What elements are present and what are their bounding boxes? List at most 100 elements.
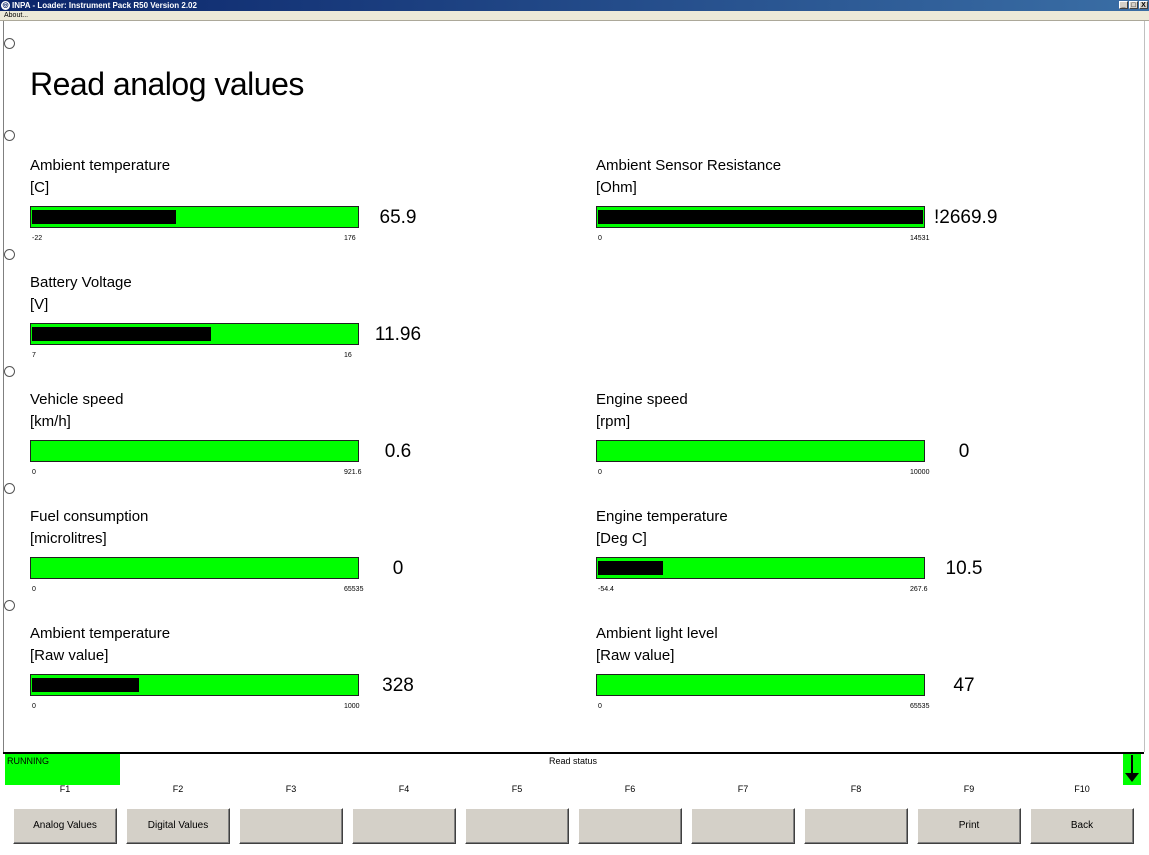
gauge: Vehicle speed [km/h] 0.6 0 921.6 [30,391,430,501]
gauge-bar [596,206,925,228]
gauge-min-label: 0 [32,469,36,476]
radio-option[interactable] [4,38,15,49]
gauge-label: Fuel consumption [30,508,149,525]
gauge-value: !2669.9 [934,207,998,228]
gauge-label: Ambient temperature [30,157,171,174]
gauge-fill [598,561,663,575]
fkey-label-f5: F5 [511,784,523,794]
gauge: Engine temperature [Deg C] 10.5 -54.4 267.6 [596,508,996,618]
fkey-button-f10[interactable]: Back [1030,808,1134,844]
gauge-max-label: 267.6 [910,586,928,593]
fkey-button-f3[interactable] [239,808,343,844]
window-controls: _ □ X [1119,1,1148,9]
gauge-min-label: 7 [32,352,36,359]
gauge-max-label: 921.6 [344,469,362,476]
radio-option[interactable] [4,600,15,611]
radio-option[interactable] [4,249,15,260]
gauge-unit: [km/h] [30,413,71,430]
gauge-min-label: -54.4 [598,586,614,593]
gauge-unit: [Raw value] [30,647,109,664]
main-panel [3,21,1145,752]
gauge-value: 65.9 [379,207,417,228]
fkey-button-f4[interactable] [352,808,456,844]
gauge-min-label: 0 [32,586,36,593]
gauge-value: 328 [382,675,414,696]
fkey-button-f7[interactable] [691,808,795,844]
gauge-unit: [Ohm] [596,179,637,196]
gauge: Ambient temperature [Raw value] 328 0 1000 [30,625,430,735]
gauge-unit: [rpm] [596,413,631,430]
gauge: Battery Voltage [V] 11.96 7 16 [30,274,430,384]
gauge-value: 0 [392,558,404,579]
gauge: Ambient Sensor Resistance [Ohm] !2669.9 0 14… [596,157,998,267]
gauge-bar [30,674,359,696]
gauge-bar [30,557,359,579]
gauge-value: 0 [958,441,970,462]
fkey-button-f8[interactable] [804,808,908,844]
minimize-button[interactable]: _ [1119,1,1128,9]
gauge-unit: [C] [30,179,50,196]
gauge-max-label: 16 [344,352,352,359]
gauge: Fuel consumption [microlitres] 0 0 65535 [30,508,430,618]
gauge-min-label: -22 [32,235,43,242]
gauge-unit: [V] [30,296,49,313]
fkey-button-f9[interactable]: Print [917,808,1021,844]
down-arrow-icon[interactable] [1123,754,1141,785]
gauge-fill [32,327,211,341]
fkey-button-f1[interactable]: Analog Values [13,808,117,844]
gauge-value: 47 [953,675,975,696]
gauge-max-label: 10000 [910,469,930,476]
gauge-label: Engine speed [596,391,688,408]
gauge-bar [596,440,925,462]
fkey-label-f2: F2 [172,784,184,794]
gauge-bar [596,674,925,696]
app-icon: ◎ [1,1,10,10]
gauge: Engine speed [rpm] 0 0 10000 [596,391,996,501]
gauge: Ambient temperature [C] 65.9 -22 176 [30,157,430,267]
fkey-label-f1: F1 [59,784,71,794]
fkey-label-f10: F10 [1074,784,1090,794]
gauge-unit: [microlitres] [30,530,107,547]
page-title: Read analog values [30,66,304,102]
fkey-label-f3: F3 [285,784,297,794]
gauge-label: Battery Voltage [30,274,132,291]
gauge-unit: [Deg C] [596,530,647,547]
radio-option[interactable] [4,483,15,494]
gauge-min-label: 0 [598,469,602,476]
gauge-bar [30,323,359,345]
menu-about[interactable]: About... [4,12,29,19]
status-running: RUNNING [5,754,120,785]
gauge-fill [32,678,139,692]
gauge-label: Engine temperature [596,508,728,525]
gauge-max-label: 65535 [910,703,930,710]
gauge-label: Ambient light level [596,625,718,642]
fkey-label-f8: F8 [850,784,862,794]
gauge-max-label: 176 [344,235,356,242]
fkey-label-f9: F9 [963,784,975,794]
radio-option[interactable] [4,366,15,377]
gauge-label: Vehicle speed [30,391,124,408]
gauge-min-label: 0 [598,235,602,242]
gauge-min-label: 0 [32,703,36,710]
gauge-value: 0.6 [384,441,412,462]
gauge: Ambient light level [Raw value] 47 0 65535 [596,625,996,735]
fkey-label-f6: F6 [624,784,636,794]
gauge-fill [598,210,923,224]
gauge-value: 10.5 [945,558,983,579]
gauge-fill [32,210,176,224]
radio-option[interactable] [4,130,15,141]
close-button[interactable]: X [1139,1,1148,9]
fkey-button-f2[interactable]: Digital Values [126,808,230,844]
window-title: INPA - Loader: Instrument Pack R50 Versi… [12,1,197,10]
title-bar: ◎ INPA - Loader: Instrument Pack R50 Ver… [0,0,1149,11]
gauge-value: 11.96 [374,324,422,345]
gauge-max-label: 1000 [344,703,360,710]
gauge-max-label: 14531 [910,235,930,242]
gauge-label: Ambient temperature [30,625,171,642]
fkey-label-f4: F4 [398,784,410,794]
gauge-bar [596,557,925,579]
fkey-button-f5[interactable] [465,808,569,844]
menu-bar: About... [0,11,1149,21]
maximize-button[interactable]: □ [1129,1,1138,9]
fkey-button-f6[interactable] [578,808,682,844]
